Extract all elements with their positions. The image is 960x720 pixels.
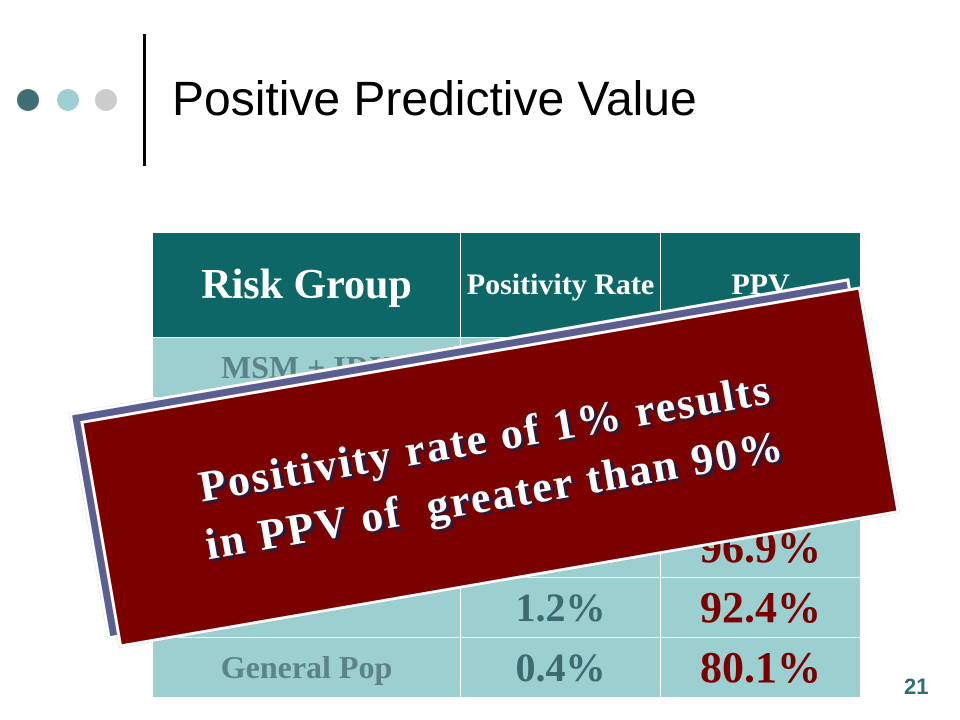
bullet-dot bbox=[17, 89, 39, 111]
table-cell: 1.2% bbox=[460, 577, 661, 638]
table-cell: 92.4% bbox=[660, 577, 861, 638]
slide-title: Positive Predictive Value bbox=[172, 73, 697, 126]
divider bbox=[143, 34, 146, 166]
bullet-dot bbox=[57, 89, 79, 111]
table-cell: 80.1% bbox=[660, 637, 861, 698]
bullet-dot bbox=[95, 89, 117, 111]
page-number: 21 bbox=[904, 674, 929, 699]
table-cell: 0.4% bbox=[460, 637, 661, 698]
header-cell: Risk Group bbox=[152, 232, 461, 338]
table-cell: General Pop bbox=[152, 637, 461, 698]
table-row: General Pop 0.4% 80.1% bbox=[152, 637, 861, 698]
